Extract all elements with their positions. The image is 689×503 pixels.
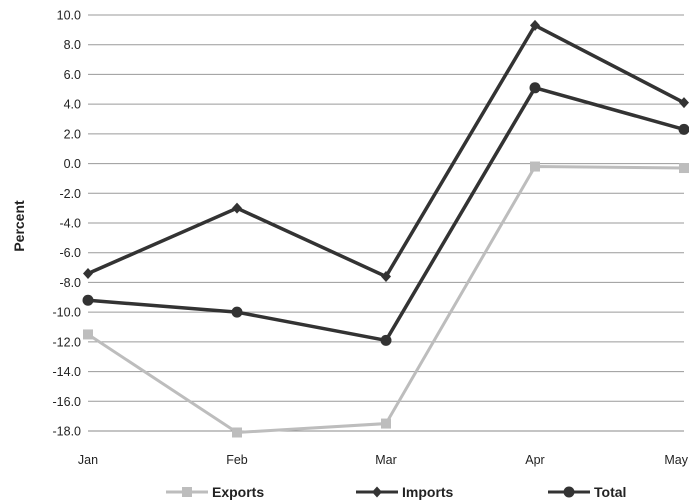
grid-lines [88,14,684,432]
data-point-total [380,334,392,346]
data-point-total [82,294,94,306]
x-tick-label: Jan [78,453,98,467]
legend-swatch-marker [182,487,192,497]
y-axis-label: Percent [11,200,27,252]
series-imports [83,19,689,282]
y-tick-label: 6.0 [64,68,81,82]
data-point-imports [83,268,93,280]
data-point-imports [232,202,242,214]
y-tick-label: -2.0 [59,187,81,201]
legend: Exports Imports Total [166,484,626,500]
y-tick-label: -8.0 [59,276,81,290]
data-point-exports [83,329,93,340]
data-point-total [231,306,243,318]
data-point-imports [381,270,391,282]
series-total [82,82,689,346]
legend-item-total: Total [548,484,626,500]
series-layer [82,19,689,438]
x-tick-label: Mar [375,453,397,467]
data-point-total [529,82,541,94]
x-tick-labels: Jan Feb Mar Apr May [78,453,689,467]
x-tick-label: May [664,453,688,467]
x-tick-label: Feb [226,453,248,467]
y-tick-label: -16.0 [53,395,82,409]
legend-item-imports: Imports [356,484,454,500]
y-tick-label: -10.0 [53,306,82,320]
y-tick-label: -6.0 [59,246,81,260]
data-point-imports [679,97,689,109]
data-point-exports [232,427,242,438]
y-tick-labels: 10.0 8.0 6.0 4.0 2.0 0.0 -2.0 -4.0 -6.0 -8.0 -10.0… [53,9,82,439]
y-tick-label: 8.0 [64,38,81,52]
y-tick-label: 0.0 [64,157,81,171]
y-tick-label: 10.0 [57,9,81,23]
data-point-total [678,123,689,135]
series-line-total [87,85,685,343]
y-tick-label: -14.0 [53,365,82,379]
series-exports [83,161,689,438]
data-point-exports [530,161,540,172]
y-tick-label: -18.0 [53,425,82,439]
legend-swatch-marker [372,486,382,498]
y-tick-label: -4.0 [59,217,81,231]
y-tick-label: 2.0 [64,127,81,141]
legend-label: Imports [402,484,454,500]
y-tick-label: 4.0 [64,98,81,112]
series-line-imports [87,23,685,279]
legend-label: Total [594,484,626,500]
x-tick-label: Apr [525,453,544,467]
data-point-exports [381,418,391,429]
data-point-exports [679,163,689,174]
legend-item-exports: Exports [166,484,264,500]
legend-swatch-marker [563,486,575,498]
legend-label: Exports [212,484,264,500]
data-point-imports [530,19,540,31]
y-tick-label: -12.0 [53,335,82,349]
series-line-exports [87,165,685,435]
